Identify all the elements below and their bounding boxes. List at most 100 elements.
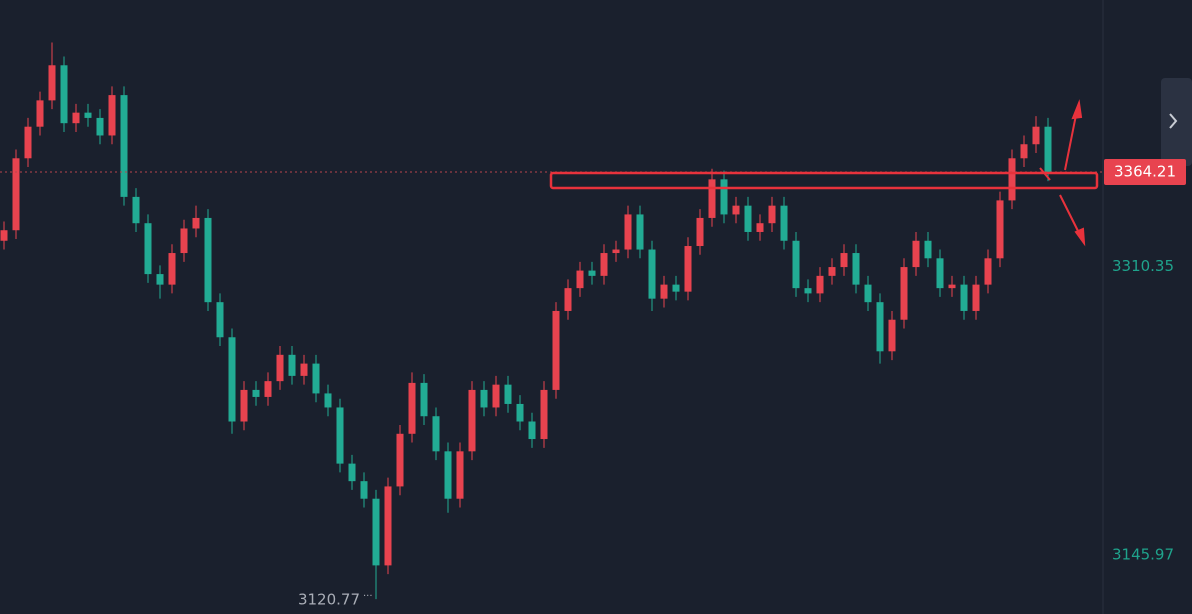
candle-body (36, 100, 44, 127)
candle-body (816, 275, 824, 294)
candle-body (84, 112, 92, 118)
annotation-box (549, 171, 1099, 190)
candle-body (720, 179, 728, 215)
candle-body (588, 270, 596, 276)
candle-body (420, 382, 428, 417)
arrow-down (1059, 194, 1081, 236)
arrow-small (1039, 167, 1051, 181)
candle-body (1008, 158, 1016, 201)
annotation-arrows (1039, 99, 1086, 247)
candle-body (732, 205, 740, 215)
y-tick-label: 3310.35 (1112, 257, 1174, 275)
candle-body (300, 363, 308, 376)
candle-body (1020, 144, 1028, 159)
candle-body (396, 433, 404, 487)
candle-body (768, 205, 776, 224)
candle-body (360, 481, 368, 499)
candle-body (444, 451, 452, 499)
plot-area (0, 42, 1103, 600)
candle-body (324, 393, 332, 408)
candle-body (228, 337, 236, 422)
candle-body (204, 217, 212, 303)
candle-body (792, 240, 800, 289)
candle-body (312, 363, 320, 394)
candle-body (516, 403, 524, 422)
candle-body (612, 249, 620, 254)
candle-body (456, 451, 464, 499)
candle-body (264, 381, 272, 397)
candle-body (576, 270, 584, 289)
candle-body (432, 416, 440, 452)
candle-body (240, 389, 248, 422)
candle-body (852, 253, 860, 285)
candle-body (912, 240, 920, 268)
arrow-head (1074, 227, 1086, 247)
candle-body (864, 284, 872, 303)
candle-body (624, 214, 632, 250)
low-label: 3120.77 (298, 591, 360, 609)
candle-body (336, 407, 344, 464)
candle-body (492, 384, 500, 408)
candle-body (156, 274, 164, 285)
candle-body (144, 223, 152, 275)
candle-body (996, 200, 1004, 259)
candle-body (1044, 126, 1052, 172)
candle-body (120, 95, 128, 197)
candle-body (372, 498, 380, 566)
candle-body (552, 310, 560, 390)
candle-body (744, 205, 752, 232)
candle-body (96, 117, 104, 136)
candle-body (984, 258, 992, 285)
candle-body (504, 384, 512, 404)
candle-body (276, 354, 284, 382)
low-dots: ··· (363, 591, 373, 602)
candle-body (528, 421, 536, 440)
candle-body (192, 217, 200, 229)
candle-body (600, 253, 608, 276)
candle-body (60, 65, 68, 124)
candle-body (480, 389, 488, 408)
side-tab[interactable] (1161, 78, 1192, 166)
arrow-head (1071, 99, 1083, 120)
candle-body (804, 288, 812, 294)
candle-body (288, 354, 296, 376)
candle-body (960, 284, 968, 311)
candle-body (384, 486, 392, 566)
candle-body (636, 214, 644, 250)
candle-body (780, 205, 788, 241)
chevron (1169, 113, 1178, 129)
candle-body (660, 284, 668, 299)
candle-body (924, 240, 932, 259)
candle-body (1032, 126, 1040, 145)
candle-body (708, 179, 716, 218)
candle-body (468, 389, 476, 452)
candle-body (108, 95, 116, 136)
candle-body (672, 284, 680, 292)
candle-body (72, 112, 80, 124)
candle-body (972, 284, 980, 311)
candle-body (180, 228, 188, 254)
candle-body (756, 223, 764, 232)
candle-body (540, 389, 548, 440)
candle-body (876, 302, 884, 352)
candle-body (12, 158, 20, 231)
last-price-label: 3364.21 (1114, 162, 1176, 180)
candle-body (696, 217, 704, 247)
candle-body (408, 382, 416, 434)
candle-body (648, 249, 656, 299)
candle-body (828, 267, 836, 276)
candle-body (900, 267, 908, 320)
candle-body (252, 389, 260, 397)
candle-body (948, 284, 956, 289)
y-tick-label: 3145.97 (1112, 545, 1174, 563)
last-price-tag (1104, 158, 1186, 185)
candle-body (168, 253, 176, 285)
candle-body (888, 319, 896, 352)
candle-body (216, 302, 224, 338)
candle-body (0, 230, 8, 241)
candle-body (564, 288, 572, 311)
candle-body (132, 196, 140, 224)
candle-body (48, 65, 56, 101)
